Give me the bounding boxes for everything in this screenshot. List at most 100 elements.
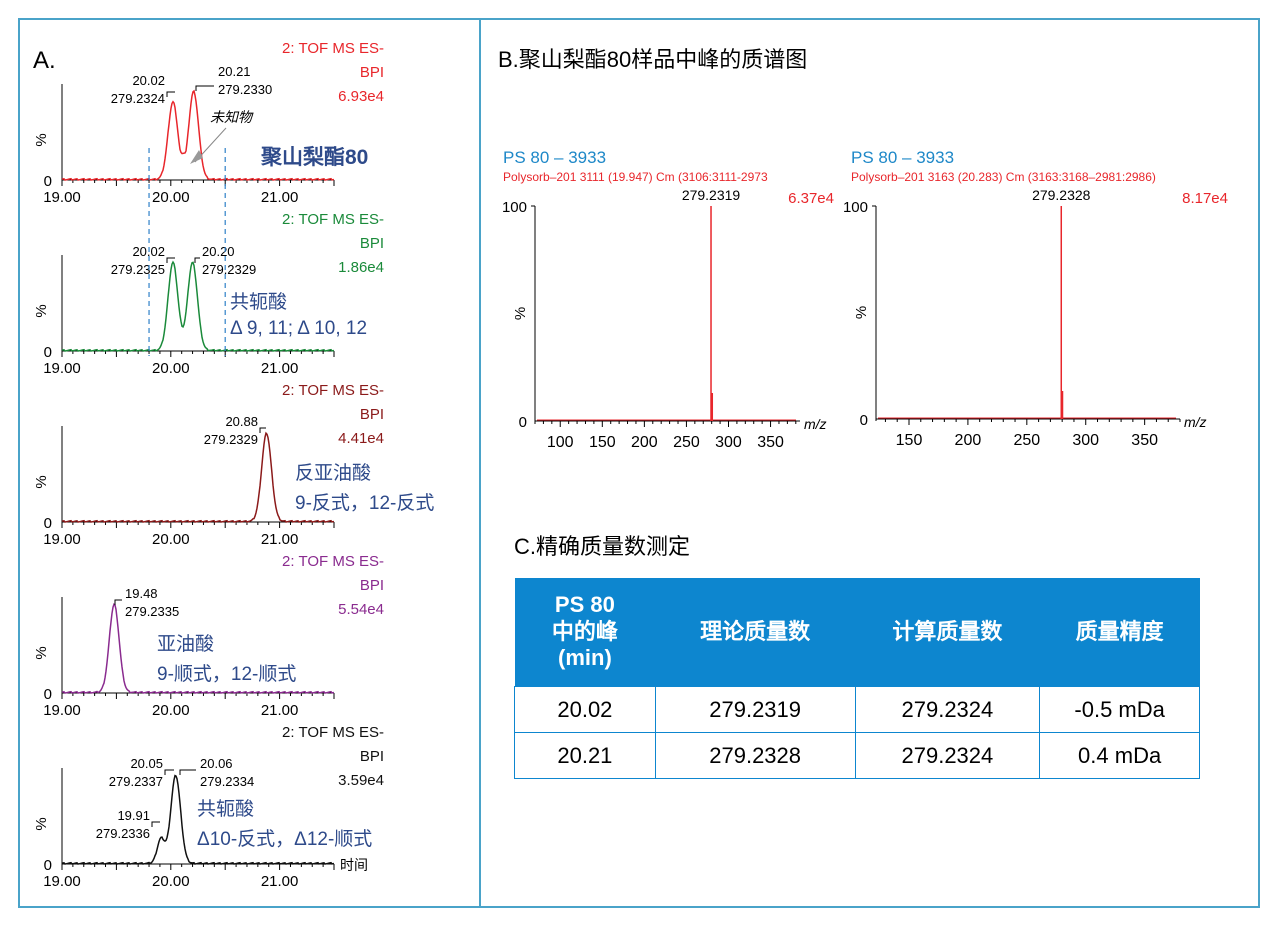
peak-label-rt: 20.21 bbox=[218, 64, 251, 79]
peak-label-rt: 20.02 bbox=[132, 73, 165, 88]
panel-a-label: A. bbox=[33, 47, 56, 74]
y-zero-label: 0 bbox=[44, 857, 52, 874]
peak-label-mass: 279.2336 bbox=[96, 826, 150, 841]
peak-label-rt: 20.05 bbox=[130, 756, 163, 771]
table-cell: 20.21 bbox=[514, 732, 656, 779]
trace-line bbox=[61, 603, 335, 694]
panel-divider bbox=[479, 18, 481, 908]
x-tick-label: 21.00 bbox=[261, 873, 299, 890]
trace-header-line: 2: TOF MS ES- bbox=[282, 40, 384, 57]
spectrum-peak-label: 279.2319 bbox=[682, 187, 741, 203]
x-tick-label: 250 bbox=[673, 434, 700, 451]
y-zero-label: 0 bbox=[44, 686, 52, 703]
trace-line bbox=[61, 774, 335, 865]
x-tick-label: 250 bbox=[1013, 432, 1040, 449]
x-tick-label: 350 bbox=[1131, 432, 1158, 449]
time-axis-title: 时间 bbox=[340, 857, 368, 873]
trans-linoleic-note: 反亚油酸 bbox=[295, 462, 371, 484]
peak-label-rt: 20.20 bbox=[202, 244, 235, 259]
x-tick-label: 150 bbox=[896, 432, 923, 449]
y-tick-label: 0 bbox=[519, 414, 527, 431]
x-tick-label: 19.00 bbox=[43, 531, 81, 548]
table-cell: 279.2328 bbox=[654, 732, 856, 779]
peak-bracket bbox=[166, 257, 175, 263]
trace-header-line: 1.86e4 bbox=[338, 259, 384, 276]
table-cell: 279.2324 bbox=[854, 732, 1041, 779]
peak-bracket bbox=[259, 427, 266, 433]
trace-header-line: 2: TOF MS ES- bbox=[282, 724, 384, 741]
trace-header-line: BPI bbox=[360, 748, 384, 765]
x-tick-label: 20.00 bbox=[152, 189, 190, 206]
mass-spectrum-B1: PS 80 – 3933 Polysorb–201 3111 (19.947) C… bbox=[502, 148, 834, 451]
conjugated-acid-note: 共轭酸 bbox=[230, 291, 287, 313]
col-header-theoretical: 理论质量数 bbox=[655, 578, 855, 687]
x-tick-label: 300 bbox=[1072, 432, 1099, 449]
peak-label-mass: 279.2324 bbox=[111, 91, 165, 106]
trace-header-line: 2: TOF MS ES- bbox=[282, 382, 384, 399]
peak-bracket bbox=[194, 257, 200, 263]
cis-positions-note: 9-顺式，12-顺式 bbox=[157, 663, 296, 685]
trace-line bbox=[61, 431, 335, 523]
panel-b-title: B.聚山梨酯80样品中峰的质谱图 bbox=[498, 47, 807, 72]
x-tick-label: 350 bbox=[757, 434, 784, 451]
unknown-arrowhead bbox=[190, 150, 203, 164]
trace-header-line: BPI bbox=[360, 235, 384, 252]
figure-frame bbox=[18, 18, 1260, 908]
peak-label-mass: 279.2329 bbox=[202, 262, 256, 277]
peak-bracket bbox=[151, 821, 160, 827]
x-tick-label: 19.00 bbox=[43, 873, 81, 890]
x-tick-label: 200 bbox=[955, 432, 982, 449]
y-tick-label: 0 bbox=[860, 412, 868, 429]
x-tick-label: 20.00 bbox=[152, 873, 190, 890]
col-header-calculated: 计算质量数 bbox=[855, 578, 1040, 687]
y-axis-label: % bbox=[853, 306, 870, 319]
spectrum-title: PS 80 – 3933 bbox=[851, 148, 954, 167]
peak-bracket bbox=[166, 91, 175, 97]
x-tick-label: 20.00 bbox=[152, 531, 190, 548]
y-axis-label: % bbox=[33, 133, 50, 146]
col-header-accuracy: 质量精度 bbox=[1039, 578, 1200, 687]
table-cell: 279.2319 bbox=[654, 686, 856, 733]
table-cell: -0.5 mDa bbox=[1039, 686, 1200, 733]
peak-label-mass: 279.2335 bbox=[125, 604, 179, 619]
spectrum-intensity: 8.17e4 bbox=[1182, 190, 1228, 207]
polysorbate-note: 聚山梨酯80 bbox=[260, 146, 368, 169]
col-header-peak: PS 80 中的峰 (min) bbox=[514, 578, 656, 687]
y-axis-label: % bbox=[512, 307, 529, 320]
trace-header-line: BPI bbox=[360, 577, 384, 594]
y-tick-label: 100 bbox=[843, 199, 868, 216]
table-header-row: PS 80 中的峰 (min) 理论质量数 计算质量数 质量精度 bbox=[514, 578, 1200, 687]
table-cell: 20.02 bbox=[514, 686, 656, 733]
peak-bracket bbox=[164, 769, 174, 775]
conjugated-positions-note-2: Δ10-反式，Δ12-顺式 bbox=[197, 828, 372, 850]
unknown-note: 未知物 bbox=[210, 109, 254, 125]
x-tick-label: 19.00 bbox=[43, 702, 81, 719]
x-tick-label: 100 bbox=[547, 434, 574, 451]
x-tick-label: 19.00 bbox=[43, 189, 81, 206]
x-tick-label: 21.00 bbox=[261, 702, 299, 719]
panel-c-title: C.精确质量数测定 bbox=[514, 534, 690, 559]
trace-header-line: BPI bbox=[360, 406, 384, 423]
x-axis-label: m/z bbox=[1184, 414, 1207, 430]
chromatogram-1: 19.00 20.00 21.00 0% 2: TOF MS ES- BPI 6.93e4 bbox=[33, 40, 384, 206]
peak-label-mass: 279.2330 bbox=[218, 82, 272, 97]
peak-label-rt: 20.88 bbox=[225, 414, 258, 429]
peak-bracket bbox=[179, 769, 196, 775]
y-axis-label: % bbox=[33, 646, 50, 659]
peak-label-mass: 279.2325 bbox=[111, 262, 165, 277]
table-cell: 0.4 mDa bbox=[1039, 732, 1200, 779]
trans-positions-note: 9-反式，12-反式 bbox=[295, 492, 434, 514]
spectrum-peak-label: 279.2328 bbox=[1032, 187, 1091, 203]
peak-bracket bbox=[195, 85, 214, 91]
x-tick-label: 300 bbox=[715, 434, 742, 451]
table-row: 20.02 279.2319 279.2324 -0.5 mDa bbox=[514, 686, 1200, 733]
peak-label-mass: 279.2337 bbox=[109, 774, 163, 789]
x-tick-label: 20.00 bbox=[152, 360, 190, 377]
x-tick-label: 21.00 bbox=[261, 189, 299, 206]
x-tick-label: 21.00 bbox=[261, 360, 299, 377]
spectrum-subtitle: Polysorb–201 3111 (19.947) Cm (3106:3111… bbox=[503, 170, 768, 184]
mass-spectrum-B2: PS 80 – 3933 Polysorb–201 3163 (20.283) C… bbox=[843, 148, 1228, 449]
x-tick-label: 200 bbox=[631, 434, 658, 451]
x-axis-label: m/z bbox=[804, 416, 827, 432]
y-tick-label: 100 bbox=[502, 199, 527, 216]
